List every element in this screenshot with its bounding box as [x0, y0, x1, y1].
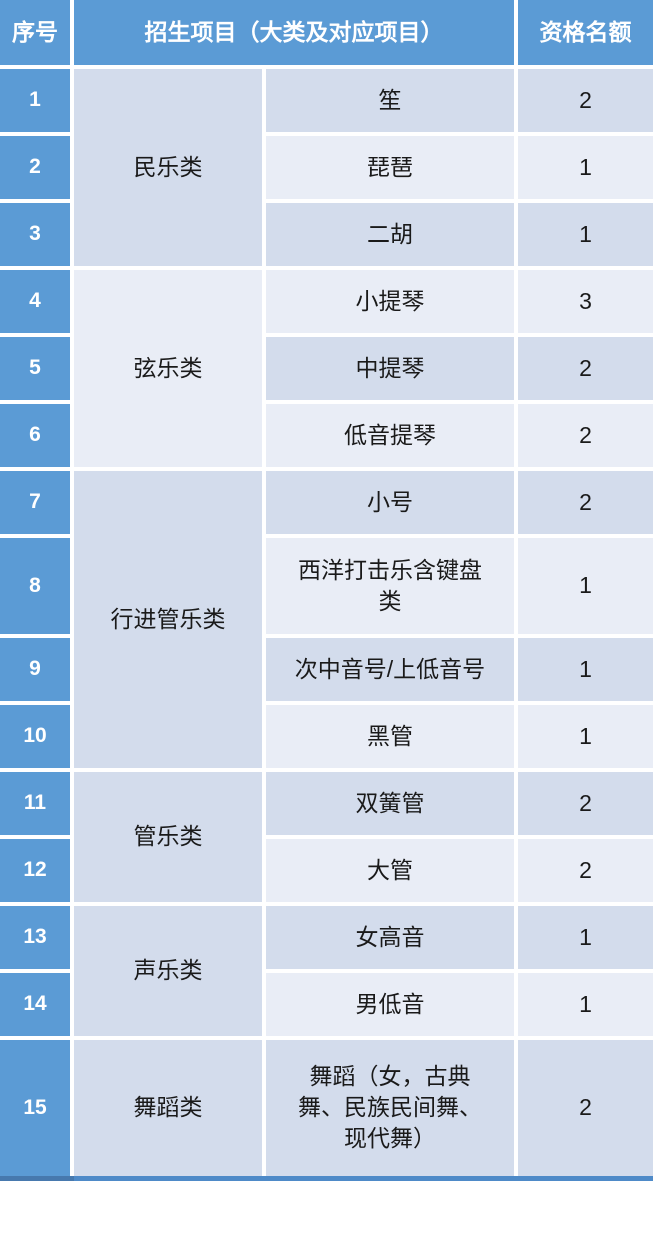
serial-cell: 14 — [0, 969, 74, 1040]
quota-cell: 2 — [514, 768, 653, 839]
quota-cell: 1 — [514, 199, 653, 270]
serial-cell: 2 — [0, 132, 74, 203]
category-cell: 行进管乐类 — [70, 467, 266, 772]
project-cell: 琵琶 — [262, 132, 518, 203]
table-row: 14 男低音 1 — [0, 969, 653, 1040]
serial-cell: 9 — [0, 634, 74, 705]
quota-cell: 1 — [514, 969, 653, 1040]
quota-cell: 3 — [514, 266, 653, 337]
category-cell: 管乐类 — [70, 768, 266, 906]
serial-cell: 15 — [0, 1036, 74, 1181]
project-cell: 大管 — [262, 835, 518, 906]
serial-cell: 10 — [0, 701, 74, 772]
project-cell: 低音提琴 — [262, 400, 518, 471]
quota-cell: 2 — [514, 65, 653, 136]
serial-cell: 8 — [0, 534, 74, 638]
project-cell: 黑管 — [262, 701, 518, 772]
table-row: 9 次中音号/上低音号 1 — [0, 634, 653, 705]
table-row: 8 西洋打击乐含键盘类 1 — [0, 534, 653, 638]
quota-cell: 1 — [514, 534, 653, 638]
project-cell: 女高音 — [262, 902, 518, 973]
project-cell: 舞蹈（女，古典舞、民族民间舞、现代舞） — [262, 1036, 518, 1181]
serial-cell: 11 — [0, 768, 74, 839]
serial-cell: 13 — [0, 902, 74, 973]
table-row: 2 琵琶 1 — [0, 132, 653, 203]
project-cell: 男低音 — [262, 969, 518, 1040]
project-cell: 双簧管 — [262, 768, 518, 839]
quota-cell: 2 — [514, 467, 653, 538]
project-cell: 次中音号/上低音号 — [262, 634, 518, 705]
table-row: 10 黑管 1 — [0, 701, 653, 772]
table-row: 6 低音提琴 2 — [0, 400, 653, 471]
quota-cell: 2 — [514, 835, 653, 906]
serial-cell: 1 — [0, 65, 74, 136]
serial-cell: 3 — [0, 199, 74, 270]
table-row: 11 管乐类 双簧管 2 — [0, 768, 653, 906]
category-cell: 弦乐类 — [70, 266, 266, 471]
quota-cell: 1 — [514, 132, 653, 203]
quota-cell: 2 — [514, 333, 653, 404]
header-quota: 资格名额 — [514, 0, 653, 69]
table-row: 4 弦乐类 小提琴 3 — [0, 266, 653, 471]
serial-cell: 6 — [0, 400, 74, 471]
project-cell: 西洋打击乐含键盘类 — [262, 534, 518, 638]
table-row: 13 声乐类 女高音 1 — [0, 902, 653, 1040]
serial-cell: 7 — [0, 467, 74, 538]
header-project: 招生项目（大类及对应项目） — [70, 0, 518, 69]
category-cell: 舞蹈类 — [70, 1036, 266, 1181]
table-row: 12 大管 2 — [0, 835, 653, 906]
serial-cell: 4 — [0, 266, 74, 337]
serial-cell: 12 — [0, 835, 74, 906]
table-header-row: 序号 招生项目（大类及对应项目） 资格名额 — [0, 0, 653, 69]
serial-cell: 5 — [0, 333, 74, 404]
quota-cell: 1 — [514, 634, 653, 705]
quota-cell: 2 — [514, 1036, 653, 1181]
table-row: 5 中提琴 2 — [0, 333, 653, 404]
table-row: 15 舞蹈类 舞蹈（女，古典舞、民族民间舞、现代舞） 2 — [0, 1036, 653, 1181]
project-cell: 小号 — [262, 467, 518, 538]
quota-cell: 1 — [514, 701, 653, 772]
project-cell: 笙 — [262, 65, 518, 136]
project-cell: 二胡 — [262, 199, 518, 270]
quota-cell: 1 — [514, 902, 653, 973]
header-serial: 序号 — [0, 0, 74, 69]
category-cell: 民乐类 — [70, 65, 266, 270]
project-cell: 中提琴 — [262, 333, 518, 404]
table-row: 7 行进管乐类 小号 2 — [0, 467, 653, 772]
category-cell: 声乐类 — [70, 902, 266, 1040]
table-row: 1 民乐类 笙 2 — [0, 65, 653, 270]
admissions-quota-table: 序号 招生项目（大类及对应项目） 资格名额 1 民乐类 笙 2 2 琵琶 1 3… — [0, 0, 653, 1181]
quota-cell: 2 — [514, 400, 653, 471]
table-row: 3 二胡 1 — [0, 199, 653, 270]
project-cell: 小提琴 — [262, 266, 518, 337]
